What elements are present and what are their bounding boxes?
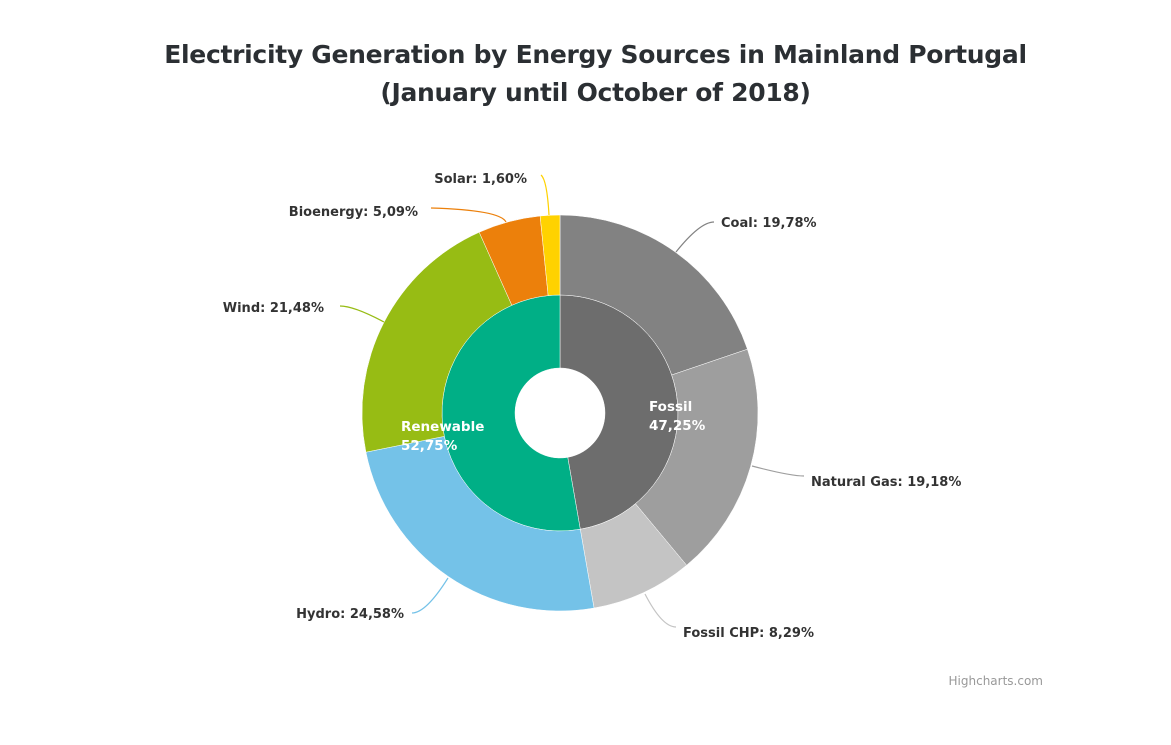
outer-label-hydro: Hydro: 24,58% — [296, 607, 404, 622]
inner-value-renewable: 52,75% — [401, 438, 458, 454]
outer-slice-hydro[interactable] — [365, 436, 595, 612]
credits-link[interactable]: Highcharts.com — [948, 674, 1043, 688]
chart-title-line1: Electricity Generation by Energy Sources… — [164, 40, 1027, 69]
connector-natural-gas — [751, 465, 805, 477]
connector-bioenergy — [430, 207, 507, 223]
outer-slice-solar[interactable] — [539, 214, 561, 296]
outer-label-solar: Solar: 1,60% — [434, 172, 527, 187]
chart-subtitle: (January until October of 2018) — [380, 78, 811, 107]
connector-fossil-chp — [644, 593, 677, 628]
connector-coal — [675, 221, 715, 253]
outer-label-fossil-chp: Fossil CHP: 8,29% — [683, 626, 814, 641]
connector-solar — [540, 174, 550, 216]
outer-slice-natural-gas[interactable] — [635, 348, 759, 566]
chart-title: Electricity Generation by Energy Sources… — [0, 36, 1171, 112]
outer-label-natural-gas: Natural Gas: 19,18% — [811, 475, 961, 490]
outer-slice-wind[interactable] — [361, 231, 513, 453]
inner-label-renewable: Renewable — [401, 419, 484, 435]
outer-label-coal: Coal: 19,78% — [721, 216, 817, 231]
inner-label-fossil: Fossil — [649, 399, 692, 415]
connector-hydro — [411, 577, 449, 614]
outer-label-wind: Wind: 21,48% — [223, 301, 324, 316]
inner-value-fossil: 47,25% — [649, 418, 706, 434]
outer-label-bioenergy: Bioenergy: 5,09% — [289, 205, 418, 220]
connector-wind — [339, 305, 385, 323]
